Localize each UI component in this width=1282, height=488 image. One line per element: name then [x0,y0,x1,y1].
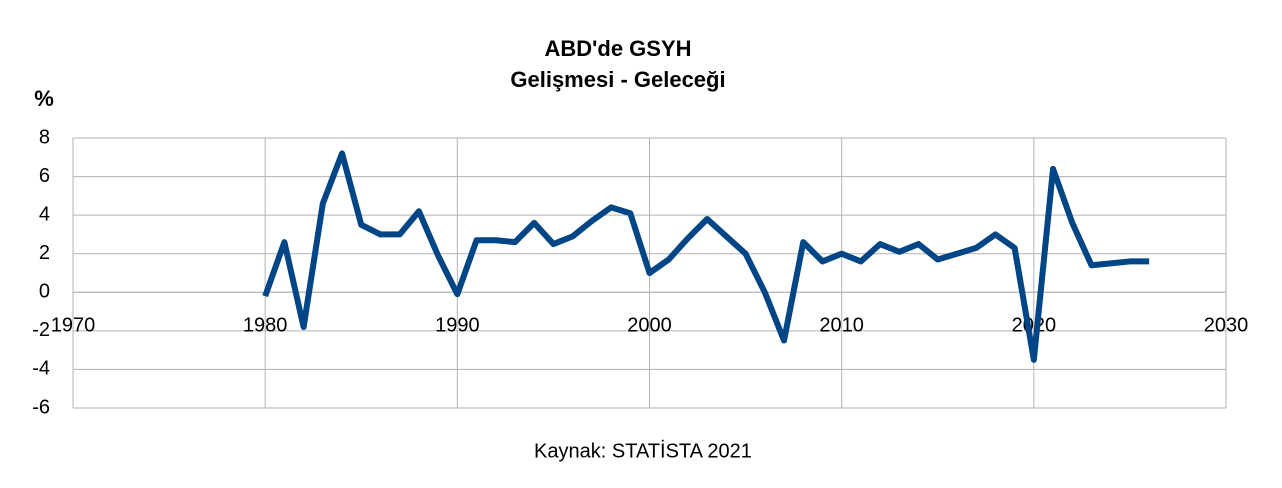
source-note: Kaynak: STATİSTA 2021 [534,439,752,462]
x-tick-label: 1990 [435,315,480,337]
y-tick-label: 4 [39,203,50,225]
y-tick-label: 2 [39,242,50,264]
x-tick-label: 1980 [243,315,288,337]
y-axis-label: % [34,86,54,111]
y-tick-label: -2 [32,319,50,341]
y-tick-label: -6 [32,396,50,418]
x-tick-label: 2020 [1012,315,1057,337]
data-line [262,150,1150,363]
y-tick-label: 6 [39,165,50,187]
y-tick-label: 0 [39,281,50,303]
y-tick-label: 8 [39,126,50,148]
chart-title: ABD'de GSYH [544,36,691,61]
y-tick-label: -4 [32,358,50,380]
chart-subtitle: Gelişmesi - Geleceği [510,67,725,92]
x-tick-label: 2010 [819,315,864,337]
x-tick-label: 1970 [51,315,96,337]
x-tick-label: 2030 [1204,315,1249,337]
x-tick-label: 2000 [627,315,672,337]
